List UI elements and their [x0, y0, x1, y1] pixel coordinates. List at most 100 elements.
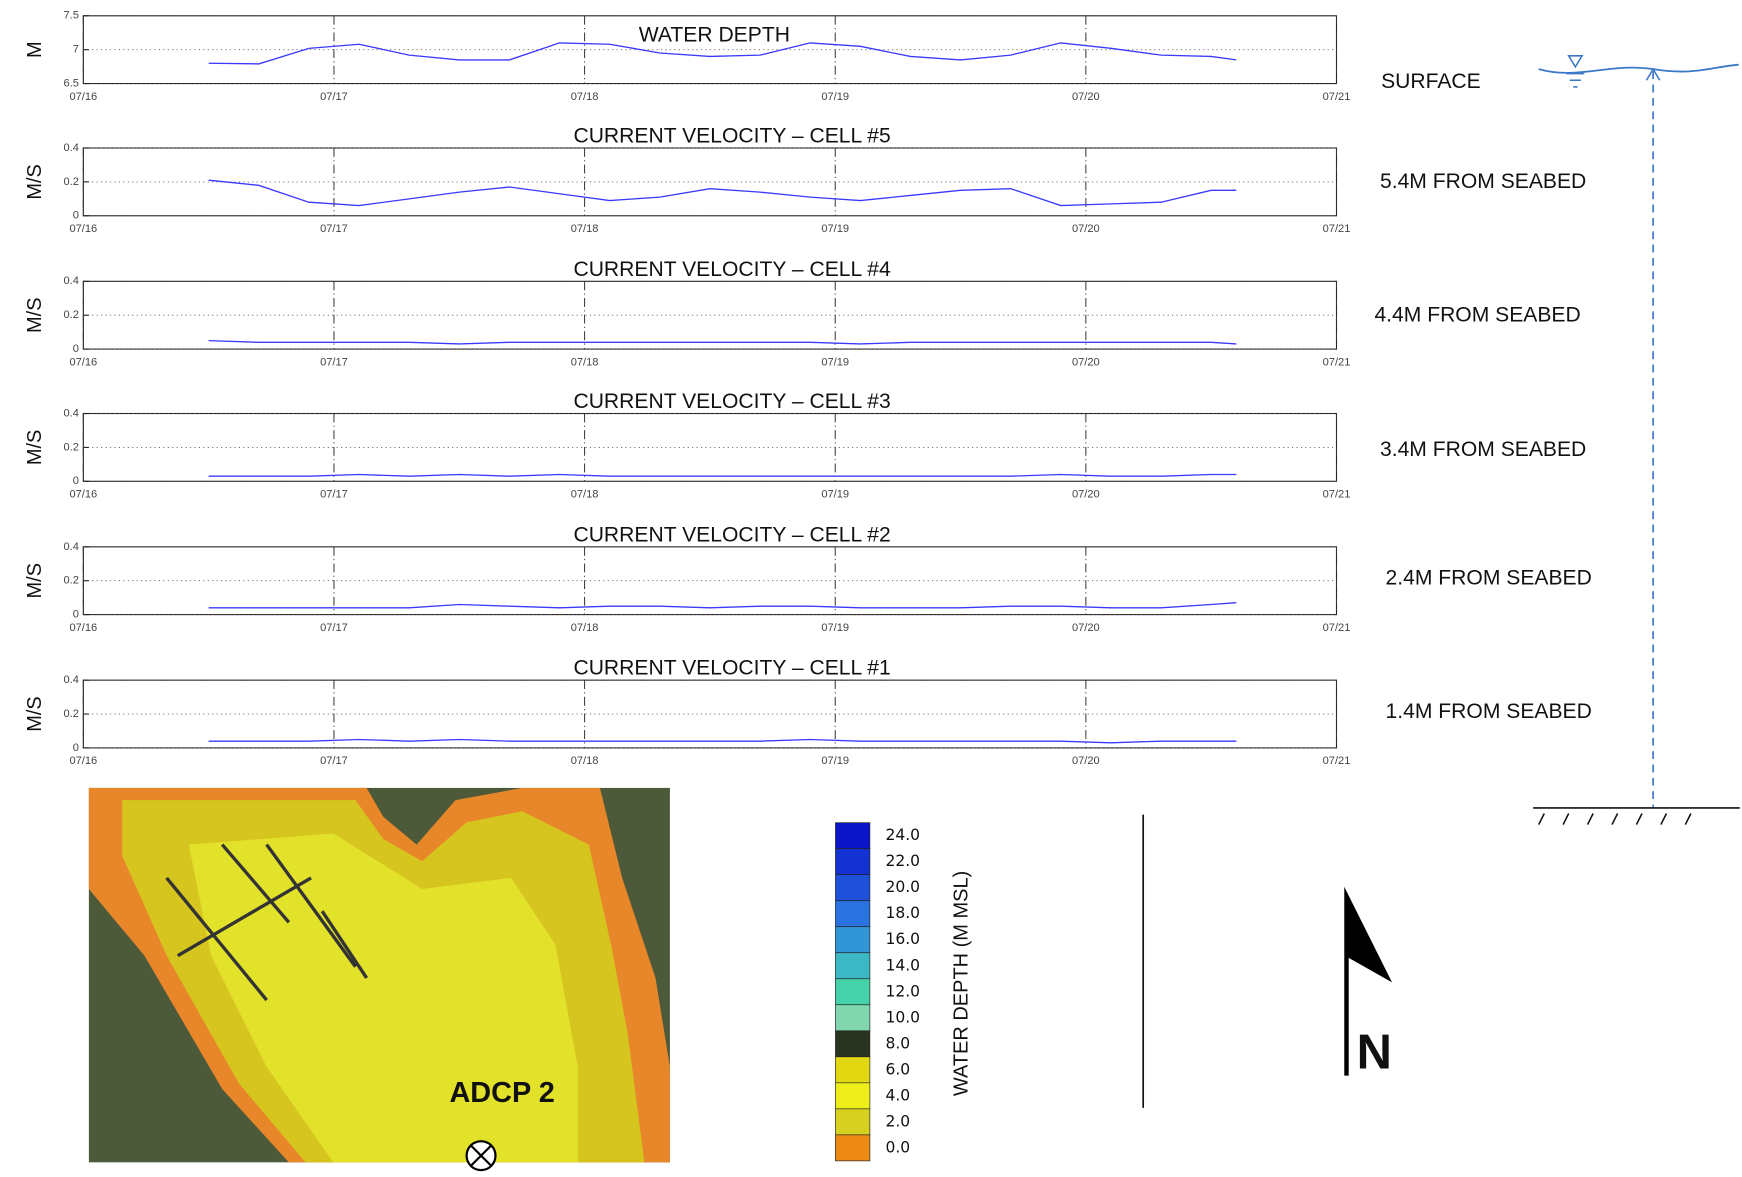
x-tick-label: 07/18 [571, 223, 599, 235]
x-tick-label: 07/21 [1323, 755, 1351, 767]
x-tick-label: 07/16 [69, 223, 97, 235]
x-tick-label: 07/19 [821, 91, 849, 103]
y-axis-label: M/S [24, 297, 46, 333]
chart-panel: 6.577.507/1607/1707/1807/1907/2007/21WAT… [24, 10, 1351, 103]
x-tick-label: 07/18 [571, 489, 599, 501]
colorbar-label: 24.0 [885, 826, 920, 844]
adcp-label: ADCP 2 [449, 1077, 554, 1109]
colorbar-segment [835, 1083, 869, 1109]
colorbar-label: 6.0 [885, 1060, 910, 1078]
y-tick-label: 0 [73, 475, 79, 487]
colorbar-segment [835, 875, 869, 901]
water-surface [1539, 65, 1739, 73]
y-tick-label: 0.4 [63, 674, 78, 686]
x-tick-label: 07/19 [821, 622, 849, 634]
colorbar-label: 8.0 [885, 1034, 910, 1052]
x-tick-label: 07/16 [69, 489, 97, 501]
y-tick-label: 0.4 [63, 541, 78, 553]
y-tick-label: 0.2 [63, 309, 78, 321]
colorbar-label: 10.0 [885, 1008, 920, 1026]
x-tick-label: 07/19 [821, 755, 849, 767]
y-tick-label: 0.4 [63, 142, 78, 154]
chart-title: CURRENT VELOCITY – CELL #2 [573, 523, 890, 546]
colorbar-label: 22.0 [885, 852, 920, 870]
chart-title: CURRENT VELOCITY – CELL #3 [573, 390, 890, 413]
colorbar-title: WATER DEPTH (M MSL) [950, 871, 972, 1096]
colorbar-segment [835, 927, 869, 953]
y-tick-label: 7 [73, 44, 79, 56]
depth-label: 3.4M FROM SEABED [1380, 438, 1586, 461]
chart-title: WATER DEPTH [639, 23, 790, 46]
x-tick-label: 07/20 [1072, 223, 1100, 235]
y-axis-label: M/S [24, 563, 46, 599]
y-tick-label: 0 [73, 210, 79, 222]
surface-marker [1569, 56, 1582, 67]
x-tick-label: 07/19 [821, 356, 849, 368]
x-tick-label: 07/17 [320, 91, 348, 103]
y-tick-label: 7.5 [63, 10, 78, 22]
y-axis-label: M [24, 41, 46, 58]
x-tick-label: 07/17 [320, 755, 348, 767]
north-label: N [1357, 1026, 1392, 1080]
x-tick-label: 07/16 [69, 356, 97, 368]
x-tick-label: 07/20 [1072, 91, 1100, 103]
colorbar-segment [835, 1109, 869, 1135]
y-tick-label: 0 [73, 742, 79, 754]
colorbar-segment [835, 1057, 869, 1083]
y-tick-label: 0.4 [63, 275, 78, 287]
chart-title: CURRENT VELOCITY – CELL #1 [573, 657, 890, 680]
y-tick-label: 0.2 [63, 441, 78, 453]
colorbar-segment [835, 1135, 869, 1161]
y-tick-label: 0 [73, 343, 79, 355]
y-axis-label: M/S [24, 430, 46, 466]
north-arrow: N [1143, 815, 1392, 1108]
y-axis-label: M/S [24, 164, 46, 200]
x-tick-label: 07/21 [1323, 489, 1351, 501]
colorbar-segment [835, 901, 869, 927]
depth-label: 5.4M FROM SEABED [1380, 170, 1586, 193]
x-tick-label: 07/21 [1323, 223, 1351, 235]
x-tick-label: 07/18 [571, 622, 599, 634]
colorbar-segment [835, 1005, 869, 1031]
site-map: ADCP 2 [89, 788, 670, 1170]
y-tick-label: 6.5 [63, 78, 78, 90]
colorbar-label: 12.0 [885, 982, 920, 1000]
depth-label: 2.4M FROM SEABED [1386, 567, 1592, 590]
x-tick-label: 07/20 [1072, 755, 1100, 767]
chart-title: CURRENT VELOCITY – CELL #4 [573, 258, 891, 281]
x-tick-label: 07/16 [69, 622, 97, 634]
y-axis-label: M/S [24, 696, 46, 732]
x-tick-label: 07/20 [1072, 489, 1100, 501]
chart-panel: 00.20.407/1607/1707/1807/1907/2007/21CUR… [24, 657, 1351, 768]
colorbar-segment [835, 823, 869, 849]
y-tick-label: 0.2 [63, 176, 78, 188]
x-tick-label: 07/17 [320, 223, 348, 235]
x-tick-label: 07/16 [69, 755, 97, 767]
colorbar-label: 14.0 [885, 956, 920, 974]
x-tick-label: 07/18 [571, 755, 599, 767]
x-tick-label: 07/20 [1072, 356, 1100, 368]
colorbar-label: 16.0 [885, 930, 920, 948]
x-tick-label: 07/19 [821, 489, 849, 501]
seabed-hatch [1539, 813, 1691, 824]
y-tick-label: 0 [73, 609, 79, 621]
y-tick-label: 0.2 [63, 575, 78, 587]
x-tick-label: 07/18 [571, 356, 599, 368]
colorbar-segment [835, 979, 869, 1005]
x-tick-label: 07/21 [1323, 356, 1351, 368]
colorbar-label: 4.0 [885, 1086, 910, 1104]
chart-title: CURRENT VELOCITY – CELL #5 [573, 124, 890, 147]
colorbar-label: 18.0 [885, 904, 920, 922]
depth-label: 1.4M FROM SEABED [1386, 700, 1592, 723]
figure: ADCP 2 N 6.5 7 7.5 07/16 07/17 07/18 07/19 07/2… [0, 0, 1742, 1177]
x-tick-label: 07/21 [1323, 91, 1351, 103]
y-tick-label: 0.4 [63, 407, 78, 419]
x-tick-label: 07/21 [1323, 622, 1351, 634]
colorbar-segment [835, 1031, 869, 1057]
chart-panel: 00.20.407/1607/1707/1807/1907/2007/21CUR… [24, 124, 1351, 235]
colorbar-label: 0.0 [885, 1138, 910, 1156]
colorbar-label: 2.0 [885, 1112, 910, 1130]
